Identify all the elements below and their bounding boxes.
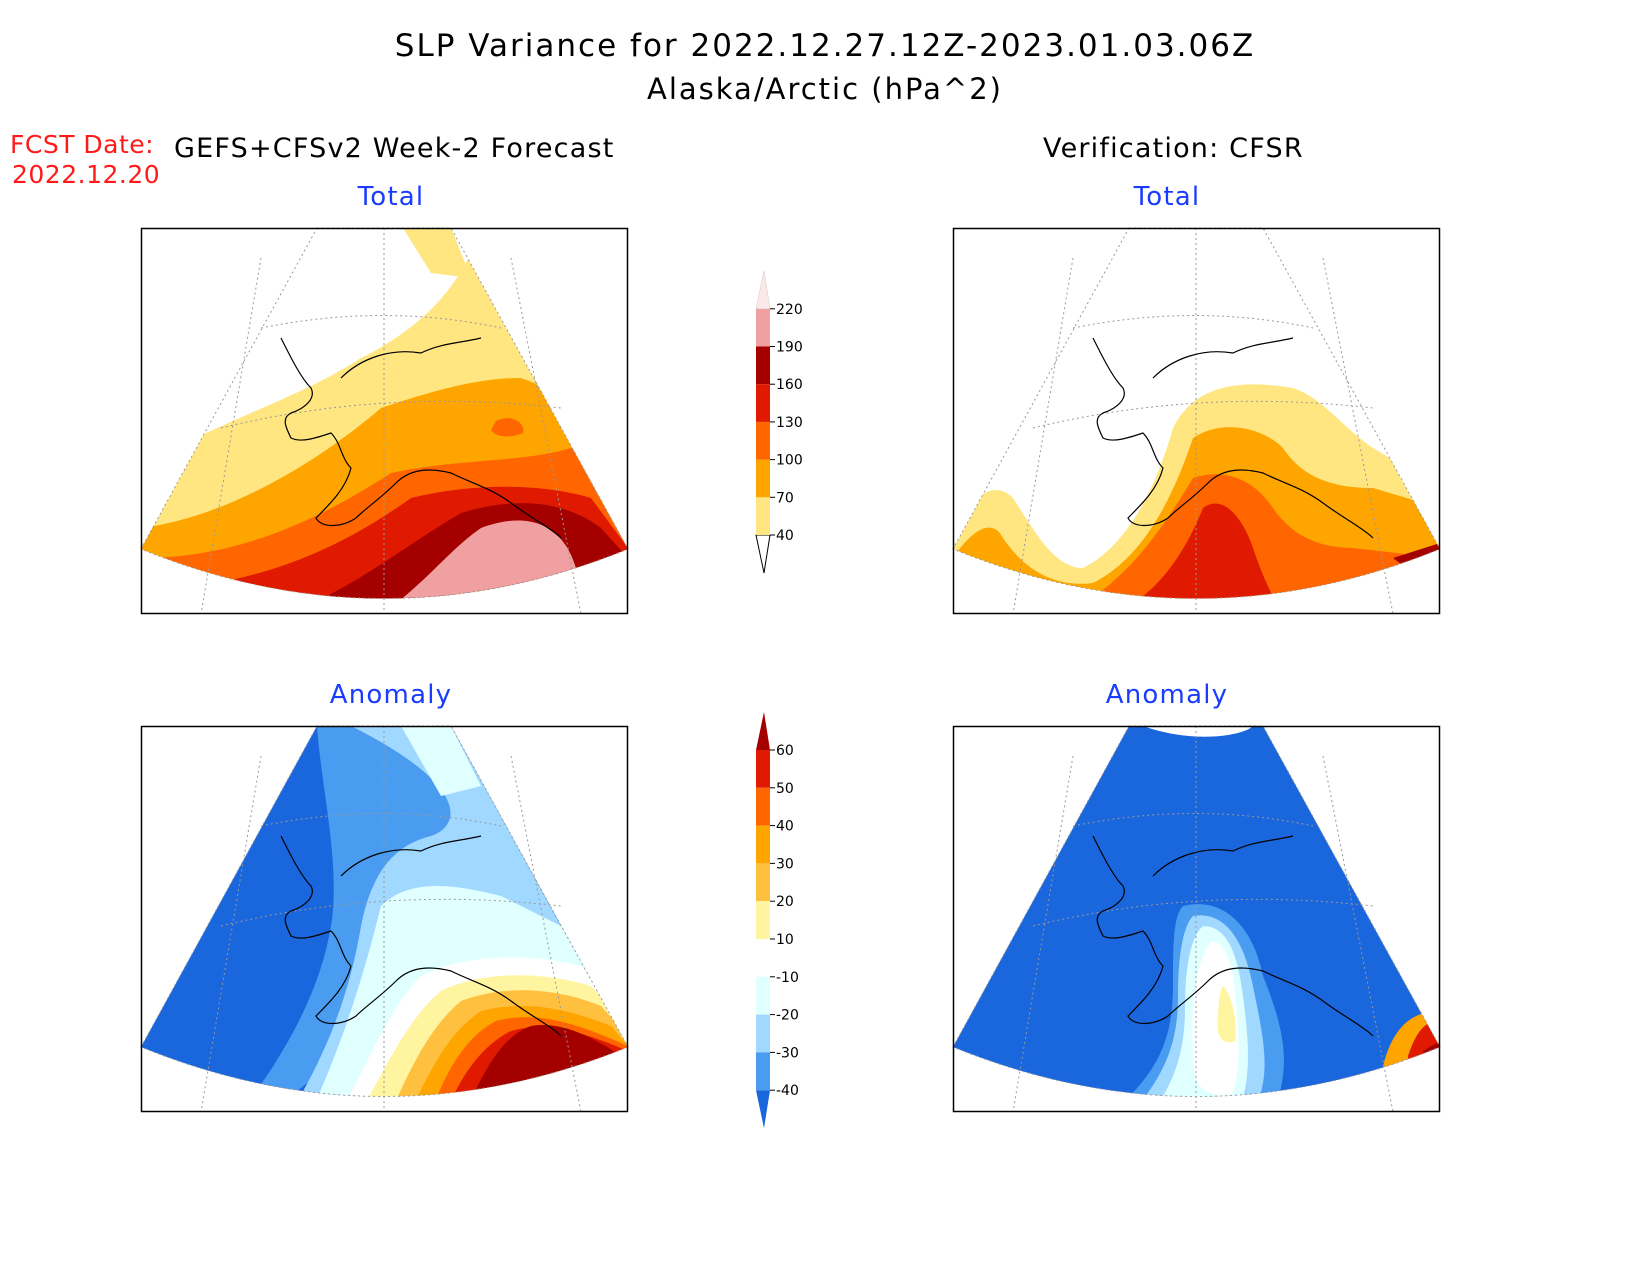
colorbar-tick-label: 50 xyxy=(776,781,794,797)
colorbar-swatch xyxy=(756,459,770,498)
colorbar-swatch xyxy=(756,976,770,1015)
colorbar-swatch xyxy=(756,750,770,788)
colorbar-arrow-top xyxy=(756,712,770,750)
forecast-anomaly-map xyxy=(140,725,629,1113)
colorbar-tick-label: 40 xyxy=(776,819,794,835)
verification-total-map xyxy=(952,227,1441,615)
colorbar-swatch xyxy=(756,863,770,902)
anomaly-zero-region xyxy=(1192,941,1239,1096)
forecast-date-label: FCST Date: xyxy=(10,130,155,159)
colorbar-swatch xyxy=(756,901,770,939)
forecast-total-title: Total xyxy=(357,182,425,212)
colorbar-tick-label: 100 xyxy=(776,453,803,469)
colorbar-tick-label: 30 xyxy=(776,856,794,872)
verification-column-heading: Verification: CFSR xyxy=(1043,133,1304,164)
total-colorbar-swatches xyxy=(755,270,771,574)
alaska-coastline xyxy=(1092,337,1374,539)
alaska-coastline xyxy=(1092,835,1374,1037)
colorbar-tick-label: -30 xyxy=(776,1045,799,1061)
colorbar-tick-label: 20 xyxy=(776,894,794,910)
colorbar-tick-label: 160 xyxy=(776,377,803,393)
colorbar-swatch xyxy=(756,384,770,422)
colorbar-tick-label: -20 xyxy=(776,1008,799,1024)
anomaly-colorbar-labels: 60 50 40 30 20 10 -10 -20 -30 -40 xyxy=(770,743,799,1099)
graticule xyxy=(200,228,582,615)
graticule xyxy=(200,726,582,1113)
map-wedge-outline xyxy=(140,725,629,1097)
colorbar-arrow-top xyxy=(755,270,771,310)
colorbar-tick-label: 130 xyxy=(776,415,803,431)
colorbar-swatch xyxy=(756,1014,770,1053)
colorbar-swatch xyxy=(756,421,770,460)
colorbar-swatch xyxy=(756,939,770,977)
colorbar-tick-label: -40 xyxy=(776,1083,799,1099)
alaska-coastline xyxy=(280,337,562,539)
colorbar-swatch xyxy=(756,346,770,385)
map-wedge-outline xyxy=(952,725,1441,1097)
colorbar-tick-label: 10 xyxy=(776,932,794,948)
total-colorbar: 40 70 100 130 160 190 220 xyxy=(755,270,803,574)
forecast-anomaly-title: Anomaly xyxy=(329,680,453,710)
page-subtitle: Alaska/Arctic (hPa^2) xyxy=(647,72,1003,106)
verification-anomaly-map xyxy=(952,725,1441,1113)
colorbar-swatch xyxy=(756,825,770,864)
colorbar-swatch xyxy=(756,308,770,347)
colorbar-tick-label: 220 xyxy=(776,302,803,318)
anomaly-zero-patch xyxy=(1143,726,1253,737)
forecast-date-value: 2022.12.20 xyxy=(12,160,161,189)
colorbar-tick-label: 70 xyxy=(776,490,794,506)
graticule xyxy=(1012,228,1394,615)
verification-total-title: Total xyxy=(1133,182,1201,212)
forecast-column-heading: GEFS+CFSv2 Week-2 Forecast xyxy=(174,133,615,164)
anomaly-colorbar: 60 50 40 30 20 10 -10 -20 -30 -40 xyxy=(756,712,799,1129)
anomaly-colorbar-swatches xyxy=(756,712,770,1129)
colorbar-arrow-bottom xyxy=(755,534,771,574)
verification-anomaly-title: Anomaly xyxy=(1105,680,1229,710)
colorbar-swatch xyxy=(756,1052,770,1091)
map-wedge-outline xyxy=(140,227,629,599)
variance-130-region xyxy=(1113,503,1283,599)
variance-100-patch xyxy=(491,418,524,437)
variance-40-patch xyxy=(403,228,471,278)
anomaly-plus10-patch xyxy=(1217,986,1236,1043)
colorbar-tick-label: -10 xyxy=(776,970,799,986)
colorbar-tick-label: 60 xyxy=(776,743,794,759)
graticule xyxy=(1012,726,1394,1113)
colorbar-tick-label: 190 xyxy=(776,340,803,356)
page-title: SLP Variance for 2022.12.27.12Z-2023.01.… xyxy=(394,28,1256,64)
colorbar-arrow-bottom xyxy=(756,1090,770,1129)
alaska-coastline xyxy=(280,835,562,1037)
colorbar-tick-label: 40 xyxy=(776,528,794,544)
map-wedge-outline xyxy=(952,227,1441,599)
colorbar-swatch xyxy=(756,787,770,826)
colorbar-swatch xyxy=(756,497,770,535)
total-colorbar-labels: 40 70 100 130 160 190 220 xyxy=(770,302,803,544)
forecast-total-map xyxy=(140,227,629,615)
